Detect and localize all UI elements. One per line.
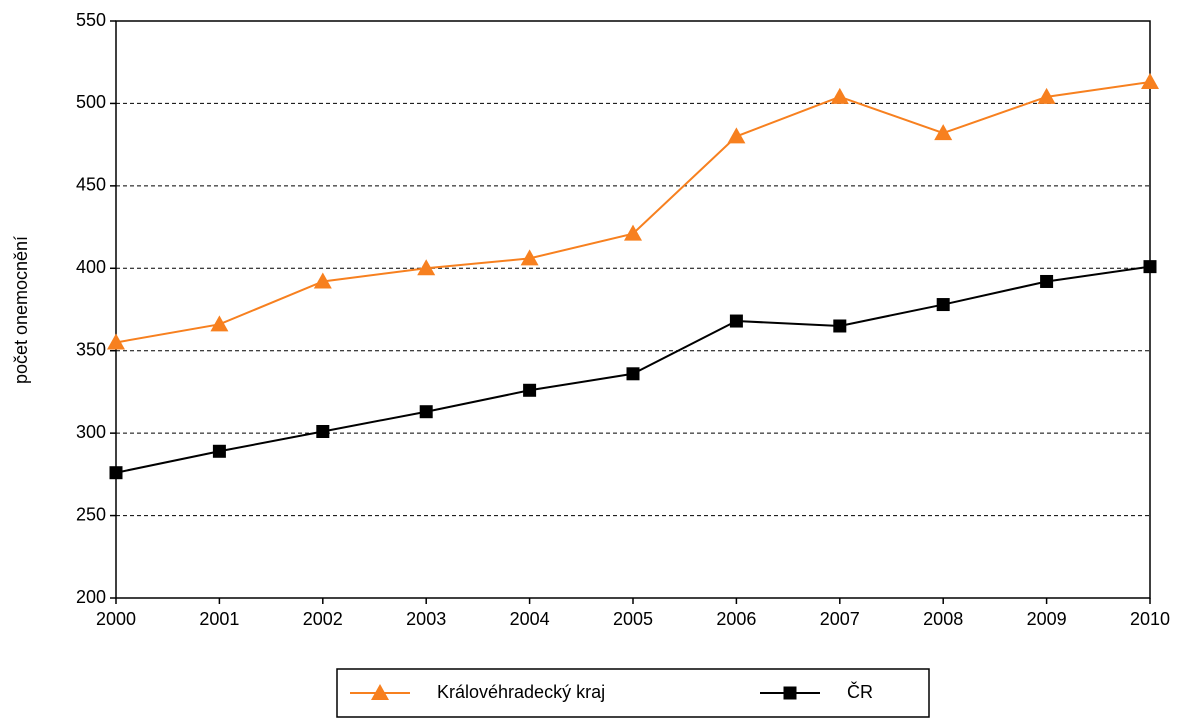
data-point: [109, 466, 123, 480]
data-point: [626, 367, 640, 381]
data-point: [419, 405, 433, 419]
data-point: [107, 333, 125, 350]
y-tick-label: 300: [76, 422, 106, 442]
y-tick-label: 550: [76, 10, 106, 30]
x-tick-label: 2008: [923, 609, 963, 629]
data-point: [624, 224, 642, 241]
data-point: [936, 298, 950, 312]
data-point: [934, 124, 953, 141]
y-tick-label: 500: [76, 92, 106, 112]
x-tick-label: 2004: [510, 609, 550, 629]
plot-frame: [115, 20, 1151, 599]
data-point: [1143, 260, 1157, 274]
legend-label: ČR: [847, 681, 873, 702]
data-point: [1141, 72, 1159, 89]
data-point: [830, 87, 849, 104]
x-tick-label: 2010: [1130, 609, 1170, 629]
y-axis-label: počet onemocnění: [11, 236, 31, 384]
legend-marker: [783, 686, 797, 700]
y-tick-label: 450: [76, 175, 106, 195]
y-tick-label: 250: [76, 504, 106, 524]
x-tick-label: 2001: [199, 609, 239, 629]
x-tick-label: 2000: [96, 609, 136, 629]
legend-label: Královéhradecký kraj: [437, 682, 605, 702]
data-point: [210, 315, 229, 332]
legend-marker: [371, 684, 389, 700]
data-point: [417, 259, 436, 276]
y-tick-label: 200: [76, 587, 106, 607]
x-tick-label: 2002: [303, 609, 343, 629]
data-point: [1040, 274, 1054, 288]
y-tick-label: 400: [76, 257, 106, 277]
x-tick-label: 2006: [716, 609, 756, 629]
data-point: [523, 383, 537, 397]
data-point: [316, 424, 330, 438]
data-point: [729, 314, 743, 328]
x-tick-label: 2007: [820, 609, 860, 629]
data-point: [727, 127, 746, 144]
x-tick-label: 2009: [1027, 609, 1067, 629]
x-tick-label: 2005: [613, 609, 653, 629]
data-point: [833, 319, 847, 333]
legend: [336, 668, 930, 718]
series-line: [115, 81, 1151, 344]
data-point: [520, 249, 539, 266]
y-tick-label: 350: [76, 339, 106, 359]
data-point: [1037, 87, 1056, 104]
data-point: [212, 444, 226, 458]
data-point: [313, 272, 332, 289]
x-tick-label: 2003: [406, 609, 446, 629]
